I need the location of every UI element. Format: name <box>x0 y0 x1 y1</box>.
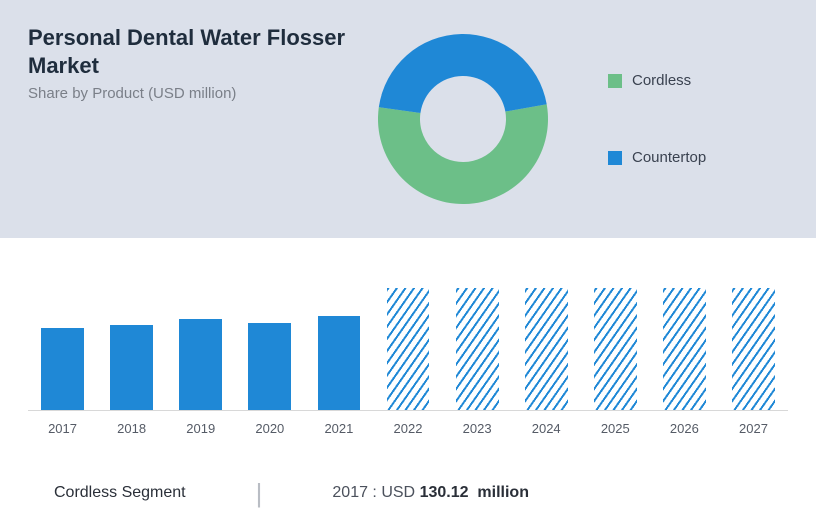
bar-slot <box>166 256 235 410</box>
bar-x-label: 2023 <box>443 421 512 436</box>
bar-x-label: 2022 <box>373 421 442 436</box>
chart-subtitle: Share by Product (USD million) <box>28 85 348 102</box>
legend-swatch <box>608 74 622 88</box>
top-panel: Personal Dental Water Flosser Market Sha… <box>0 0 816 238</box>
bar-x-label: 2026 <box>650 421 719 436</box>
footer-value: 2017 : USD 130.12 million <box>332 484 529 502</box>
bar-x-label: 2019 <box>166 421 235 436</box>
legend-label: Cordless <box>632 72 691 89</box>
bar-slot <box>28 256 97 410</box>
donut-svg <box>368 24 558 214</box>
bar-actual <box>41 328 84 410</box>
footer-row: Cordless Segment | 2017 : USD 130.12 mil… <box>0 458 816 506</box>
chart-title: Personal Dental Water Flosser Market <box>28 24 348 79</box>
legend-item: Cordless <box>608 72 788 89</box>
footer-suffix: million <box>477 484 529 501</box>
bar-slot <box>443 256 512 410</box>
bar-x-label: 2017 <box>28 421 97 436</box>
bar-x-label: 2018 <box>97 421 166 436</box>
bar-forecast <box>594 288 637 410</box>
bar-x-label: 2024 <box>512 421 581 436</box>
bar-actual <box>179 319 222 410</box>
bar-forecast <box>732 288 775 410</box>
bar-chart: 2017201820192020202120222023202420252026… <box>0 238 816 458</box>
bar-slot <box>512 256 581 410</box>
title-line2: Market <box>28 53 99 78</box>
bar-forecast <box>387 288 430 410</box>
bar-actual <box>110 325 153 410</box>
footer-currency: USD <box>381 484 415 501</box>
bar-actual <box>248 323 291 410</box>
donut-slice <box>378 104 548 204</box>
footer-divider: | <box>256 480 263 506</box>
title-line1: Personal Dental Water Flosser <box>28 25 345 50</box>
footer-segment-label: Cordless Segment <box>54 484 186 502</box>
bar-x-axis: 2017201820192020202120222023202420252026… <box>28 421 788 436</box>
title-block: Personal Dental Water Flosser Market Sha… <box>28 24 348 238</box>
bar-slot <box>581 256 650 410</box>
bar-x-label: 2027 <box>719 421 788 436</box>
donut-slice <box>379 34 547 113</box>
bar-actual <box>318 316 361 410</box>
legend-label: Countertop <box>632 149 706 166</box>
bar-x-label: 2025 <box>581 421 650 436</box>
bar-slot <box>304 256 373 410</box>
bar-slot <box>650 256 719 410</box>
footer-year: 2017 <box>332 484 368 501</box>
donut-chart <box>348 24 578 238</box>
legend-item: Countertop <box>608 149 788 166</box>
bar-plot <box>28 256 788 411</box>
bar-forecast <box>663 288 706 410</box>
footer-amount: 130.12 <box>420 484 469 501</box>
bar-slot <box>235 256 304 410</box>
legend-swatch <box>608 151 622 165</box>
bar-forecast <box>456 288 499 410</box>
bar-slot <box>719 256 788 410</box>
legend: Cordless Countertop <box>578 24 788 238</box>
bar-forecast <box>525 288 568 410</box>
bar-x-label: 2020 <box>235 421 304 436</box>
bar-x-label: 2021 <box>304 421 373 436</box>
bar-slot <box>97 256 166 410</box>
bar-slot <box>373 256 442 410</box>
